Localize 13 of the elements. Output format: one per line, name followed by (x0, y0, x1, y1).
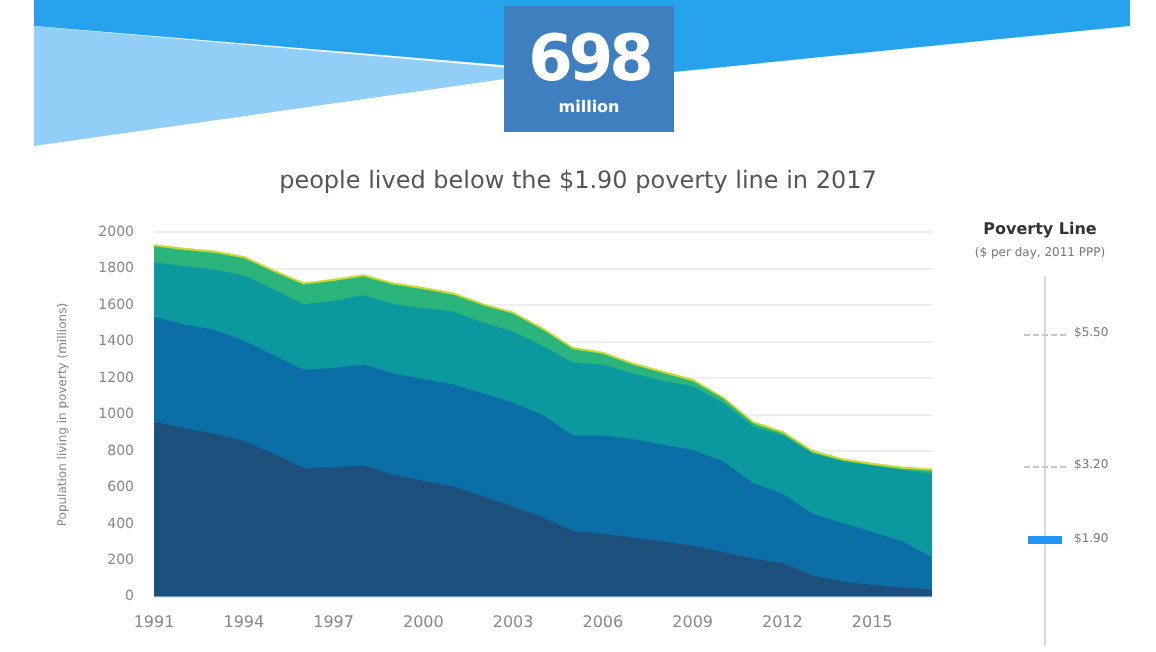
text: 698 (526, 18, 652, 98)
chart-title: people lived below the $1.90 poverty line in 2017 (277, 166, 879, 194)
text: Poverty Line (981, 220, 1099, 238)
x-tick-label: 2012 (762, 612, 803, 631)
text: million (556, 98, 622, 118)
x-tick-label: 2003 (492, 612, 534, 631)
x-tick-label: 2000 (402, 612, 444, 631)
x-tick-label: 1994 (223, 612, 265, 631)
x-tick-label: 1991 (133, 612, 175, 631)
x-tick-label: 2006 (582, 612, 624, 631)
x-tick-label: 1997 (313, 612, 354, 631)
x-tick-label: 2015 (851, 612, 893, 631)
x-tick-label: 2009 (672, 612, 713, 631)
